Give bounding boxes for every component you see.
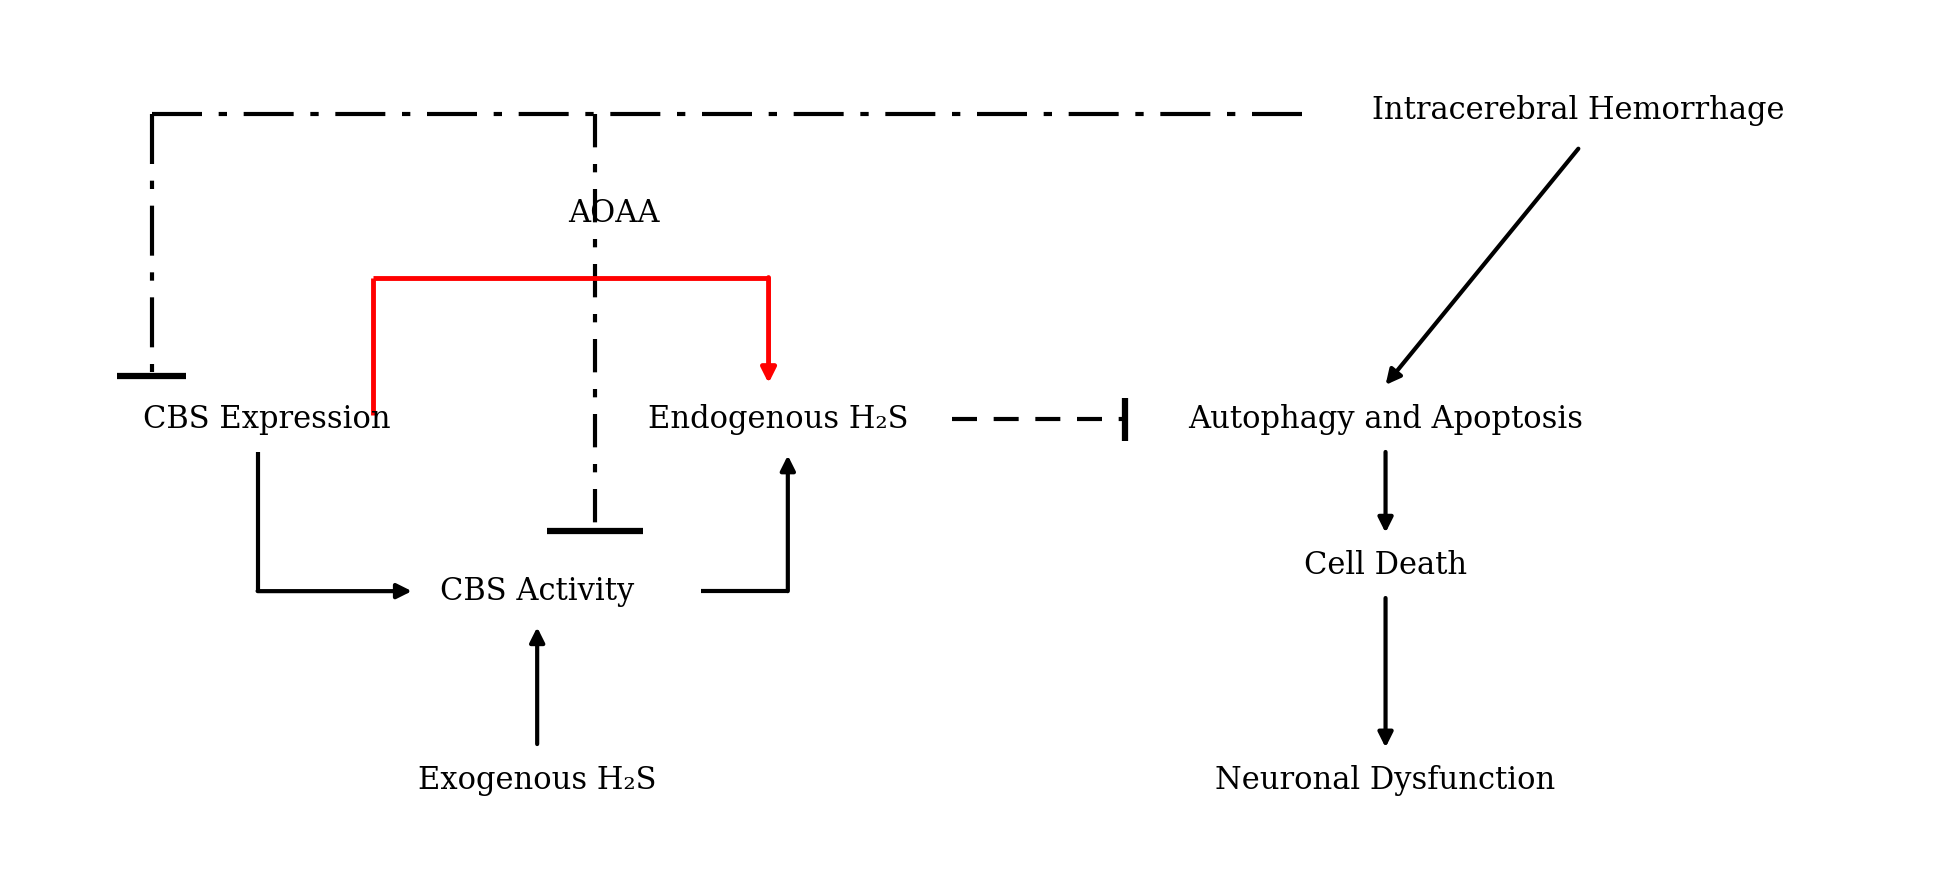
Text: Autophagy and Apoptosis: Autophagy and Apoptosis [1189,404,1583,435]
Text: CBS Activity: CBS Activity [441,575,635,607]
Text: Cell Death: Cell Death [1303,550,1466,581]
Text: CBS Expression: CBS Expression [144,404,390,435]
Text: Neuronal Dysfunction: Neuronal Dysfunction [1216,765,1556,795]
Text: Intracerebral Hemorrhage: Intracerebral Hemorrhage [1373,94,1785,126]
Text: Exogenous H₂S: Exogenous H₂S [418,765,656,795]
Text: Endogenous H₂S: Endogenous H₂S [649,404,909,435]
Text: AOAA: AOAA [569,197,660,229]
